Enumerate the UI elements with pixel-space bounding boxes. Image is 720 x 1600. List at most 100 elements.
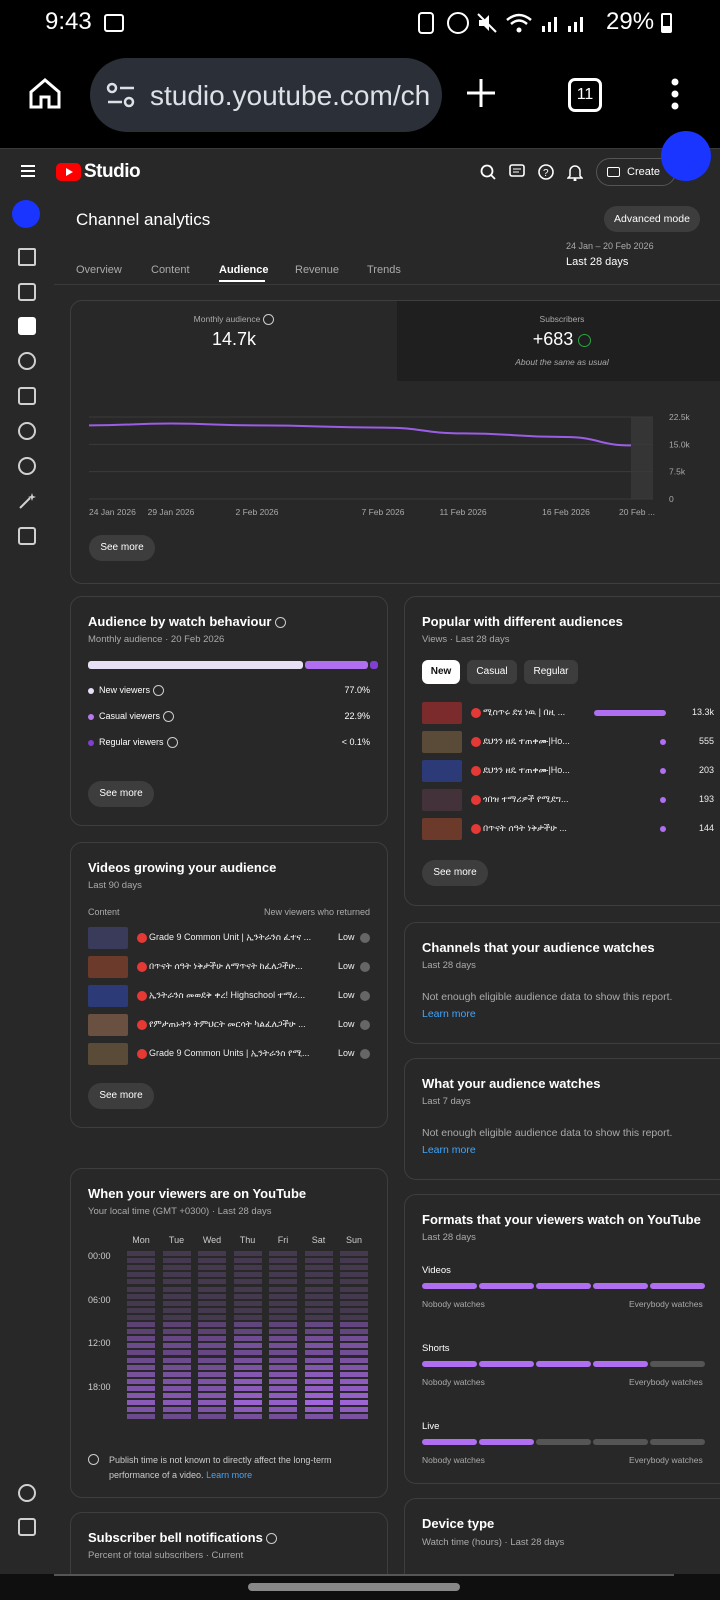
heatmap-cell[interactable]: [162, 1414, 191, 1420]
heatmap-cell[interactable]: [233, 1329, 262, 1335]
heatmap-cell[interactable]: [340, 1279, 368, 1285]
growing-row[interactable]: የምታጠኑትን ትምህርት መርሳት ካልፈለጋችሁ ... Low: [88, 1014, 370, 1038]
youtube-logo-icon[interactable]: [56, 163, 81, 181]
heatmap-cell[interactable]: [340, 1357, 368, 1363]
heatmap-cell[interactable]: [304, 1385, 333, 1391]
monthly-audience-tile[interactable]: Monthly audience 14.7k: [71, 301, 397, 381]
heatmap-cell[interactable]: [198, 1414, 226, 1420]
video-thumbnail[interactable]: [88, 956, 128, 978]
when-learn-more-link[interactable]: Learn more: [206, 1470, 253, 1480]
heatmap-cell[interactable]: [162, 1378, 191, 1384]
heatmap-cell[interactable]: [304, 1336, 333, 1342]
growing-video-title[interactable]: የምታጠኑትን ትምህርት መርሳት ካልፈለጋችሁ ...: [149, 1019, 306, 1029]
heatmap-cell[interactable]: [127, 1414, 155, 1420]
growing-row[interactable]: Grade 9 Common Units | ኢንትራንስ የሚ... Low: [88, 1043, 370, 1067]
heatmap-cell[interactable]: [162, 1251, 191, 1256]
chip-new[interactable]: New: [422, 660, 460, 684]
heatmap-cell[interactable]: [269, 1322, 297, 1327]
growing-video-title[interactable]: በጥናት ሰዓት ነቅታችሁ ለማጥናት ከፈለጋችሁ...: [149, 961, 303, 971]
heatmap-cell[interactable]: [162, 1329, 191, 1335]
behaviour-segment[interactable]: [369, 661, 378, 669]
heatmap-cell[interactable]: [340, 1336, 368, 1342]
info-icon[interactable]: [360, 933, 370, 943]
heatmap-cell[interactable]: [304, 1314, 333, 1320]
heatmap-cell[interactable]: [304, 1400, 333, 1406]
heatmap-cell[interactable]: [162, 1293, 191, 1299]
date-range[interactable]: 24 Jan – 20 Feb 2026: [566, 241, 654, 251]
heatmap-cell[interactable]: [269, 1258, 297, 1264]
heatmap-cell[interactable]: [340, 1400, 368, 1406]
heatmap-cell[interactable]: [304, 1357, 333, 1363]
studio-logo-text[interactable]: Studio: [84, 161, 141, 182]
earn-icon[interactable]: [18, 457, 36, 475]
heatmap-cell[interactable]: [304, 1258, 333, 1264]
heatmap-cell[interactable]: [269, 1286, 297, 1292]
heatmap-cell[interactable]: [269, 1314, 297, 1320]
popular-video-title[interactable]: ጎበዝ ተማሪዎች የሚደግ...: [483, 794, 569, 804]
heatmap-cell[interactable]: [233, 1407, 262, 1413]
heatmap-cell[interactable]: [127, 1378, 155, 1384]
settings-icon[interactable]: [18, 1484, 36, 1502]
heatmap-cell[interactable]: [198, 1314, 226, 1320]
tab-revenue[interactable]: Revenue: [295, 264, 340, 276]
heatmap-cell[interactable]: [304, 1371, 333, 1377]
heatmap-cell[interactable]: [233, 1364, 262, 1370]
behaviour-see-more-button[interactable]: See more: [88, 781, 154, 807]
heatmap-cell[interactable]: [233, 1378, 262, 1384]
popular-video-title[interactable]: ደህንን ዘዴ ተጠቀሙ|Ho...: [483, 765, 570, 775]
growing-row[interactable]: በጥናት ሰዓት ነቅታችሁ ለማጥናት ከፈለጋችሁ... Low: [88, 956, 370, 980]
heatmap-cell[interactable]: [198, 1350, 226, 1356]
heatmap-cell[interactable]: [340, 1385, 368, 1391]
tab-audience[interactable]: Audience: [219, 264, 269, 276]
heatmap-cell[interactable]: [198, 1371, 226, 1377]
heatmap-cell[interactable]: [127, 1364, 155, 1370]
heatmap-cell[interactable]: [127, 1272, 155, 1278]
heatmap-cell[interactable]: [269, 1407, 297, 1413]
popular-video-title[interactable]: ደህንን ዘዴ ተጠቀሙ|Ho...: [483, 736, 570, 746]
heatmap-cell[interactable]: [269, 1414, 297, 1420]
heatmap-cell[interactable]: [198, 1343, 226, 1349]
heatmap-cell[interactable]: [127, 1314, 155, 1320]
heatmap-cell[interactable]: [340, 1414, 368, 1420]
growing-row[interactable]: ኢንትራንስ መወደቅ ቀረ! Highschool ተማሪ... Low: [88, 985, 370, 1009]
heatmap-cell[interactable]: [304, 1414, 333, 1420]
heatmap-cell[interactable]: [127, 1385, 155, 1391]
heatmap-cell[interactable]: [269, 1371, 297, 1377]
heatmap-cell[interactable]: [198, 1357, 226, 1363]
heatmap-cell[interactable]: [127, 1300, 155, 1306]
video-thumbnail[interactable]: [422, 702, 462, 724]
subscribers-tile[interactable]: Subscribers +683 About the same as usual: [397, 301, 720, 381]
heatmap-cell[interactable]: [233, 1272, 262, 1278]
feedback-icon[interactable]: [18, 1518, 36, 1536]
heatmap-cell[interactable]: [127, 1371, 155, 1377]
search-icon[interactable]: [480, 164, 496, 185]
heatmap-cell[interactable]: [340, 1314, 368, 1320]
heatmap-cell[interactable]: [304, 1286, 333, 1292]
period-selector[interactable]: Last 28 days: [566, 256, 629, 268]
heatmap-cell[interactable]: [233, 1300, 262, 1306]
heatmap-cell[interactable]: [198, 1293, 226, 1299]
heatmap-cell[interactable]: [162, 1371, 191, 1377]
heatmap-cell[interactable]: [340, 1251, 368, 1256]
heatmap-cell[interactable]: [340, 1307, 368, 1313]
heatmap-cell[interactable]: [162, 1300, 191, 1306]
heatmap-cell[interactable]: [304, 1265, 333, 1271]
heatmap-cell[interactable]: [233, 1343, 262, 1349]
heatmap-cell[interactable]: [162, 1286, 191, 1292]
audio-library-icon[interactable]: [18, 527, 36, 545]
heatmap-cell[interactable]: [269, 1378, 297, 1384]
heatmap-cell[interactable]: [269, 1385, 297, 1391]
dashboard-icon[interactable]: [18, 248, 36, 266]
heatmap-cell[interactable]: [162, 1393, 191, 1398]
heatmap-cell[interactable]: [233, 1357, 262, 1363]
heatmap-cell[interactable]: [269, 1251, 297, 1256]
video-thumbnail[interactable]: [422, 818, 462, 840]
video-thumbnail[interactable]: [88, 985, 128, 1007]
heatmap-cell[interactable]: [233, 1350, 262, 1356]
heatmap-cell[interactable]: [127, 1307, 155, 1313]
browser-menu-icon[interactable]: [671, 78, 679, 115]
heatmap-cell[interactable]: [304, 1364, 333, 1370]
growing-video-title[interactable]: ኢንትራንስ መወደቅ ቀረ! Highschool ተማሪ...: [149, 990, 306, 1000]
heatmap-cell[interactable]: [162, 1343, 191, 1349]
heatmap-cell[interactable]: [340, 1350, 368, 1356]
